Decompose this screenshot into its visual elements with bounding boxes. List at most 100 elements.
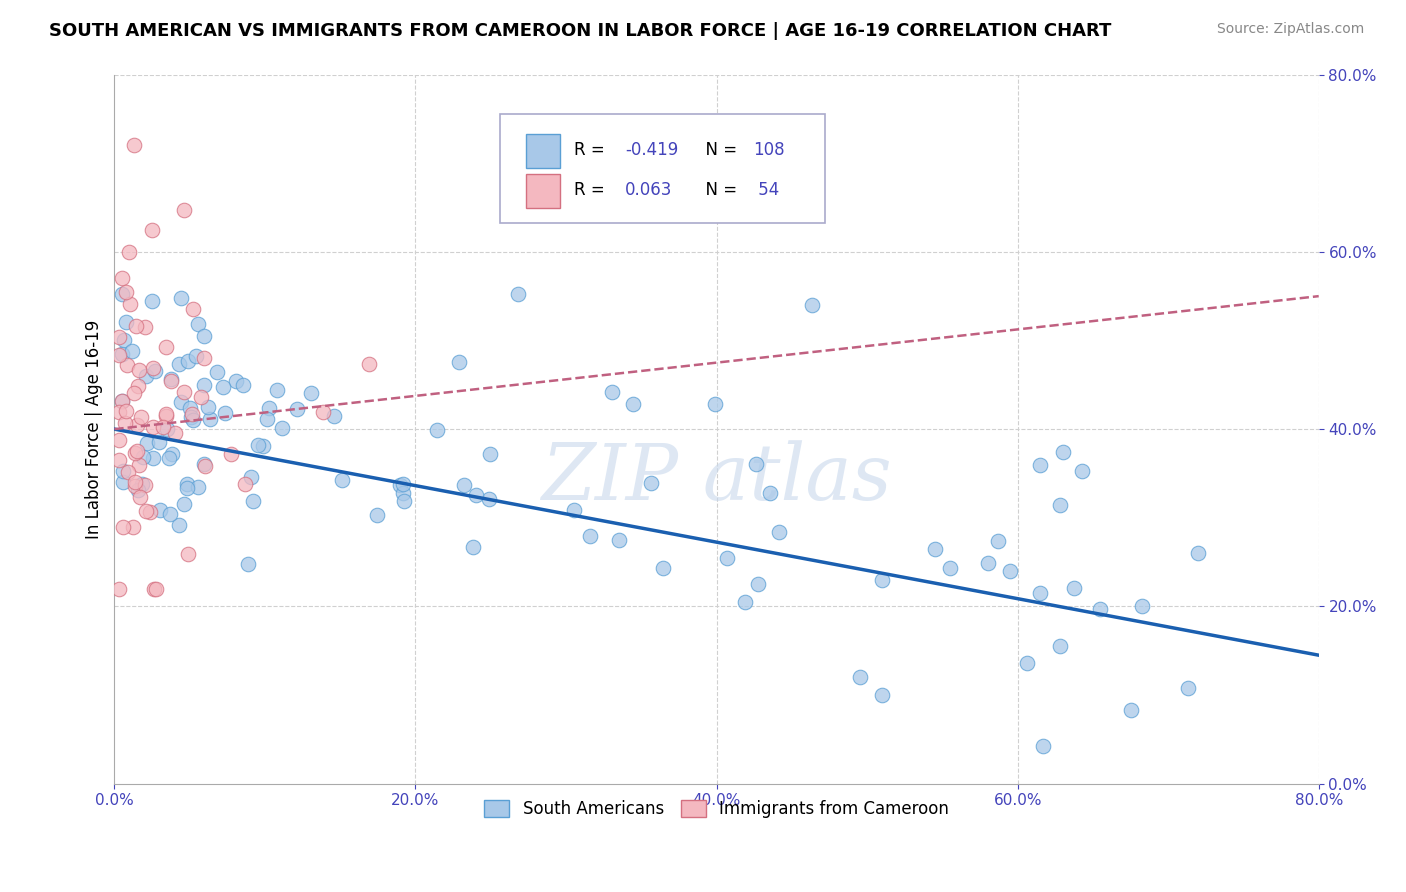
Point [111,287,134,301]
Point [987,534,1010,549]
FancyBboxPatch shape [499,113,825,224]
Point [129,409,152,424]
Point [155,409,177,423]
Point [1177,681,1199,695]
Point [242,493,264,508]
Text: Source: ZipAtlas.com: Source: ZipAtlas.com [1216,22,1364,37]
Point [1017,657,1039,671]
Point [155,407,177,421]
Text: R =: R = [575,142,610,160]
Point [159,372,181,386]
Text: 108: 108 [752,142,785,160]
Point [759,486,782,500]
Point [747,577,769,591]
Text: 0.063: 0.063 [626,181,672,199]
Point [848,670,870,684]
Point [194,458,217,473]
Point [112,475,135,489]
Point [108,433,131,447]
Point [108,405,131,419]
Point [176,481,198,495]
Point [118,296,141,310]
Text: N =: N = [695,142,742,160]
Point [167,517,190,532]
Point [621,397,644,411]
Point [124,445,146,459]
Point [256,412,278,426]
Point [801,298,824,312]
Point [108,452,131,467]
Point [111,393,134,408]
Point [1000,564,1022,578]
Point [651,561,673,575]
Point [170,291,193,305]
Point [115,358,138,372]
Point [183,301,205,316]
Point [704,397,727,411]
Point [187,317,209,331]
Point [939,560,962,574]
Point [193,378,215,392]
Point [478,491,501,506]
Point [266,383,288,397]
Point [270,421,292,435]
Point [447,355,470,369]
Point [141,222,163,236]
Point [155,340,177,354]
Point [193,351,215,365]
Point [135,435,157,450]
Point [1029,458,1052,473]
Point [236,558,259,572]
Point [125,319,148,334]
Point [977,557,1000,571]
Point [125,444,148,458]
Point [211,380,233,394]
Point [197,401,219,415]
Text: N =: N = [695,181,742,199]
Point [108,582,131,596]
Text: R =: R = [575,181,610,199]
Point [1052,445,1074,459]
Point [124,475,146,489]
Point [1032,739,1054,753]
Point [187,479,209,493]
Point [198,411,221,425]
Point [193,329,215,343]
Point [1121,703,1143,717]
Point [149,502,172,516]
Point [111,464,134,478]
Point [870,688,893,702]
Point [173,203,195,218]
Point [159,374,181,388]
Point [112,333,135,347]
Point [716,550,738,565]
Legend: South Americans, Immigrants from Cameroon: South Americans, Immigrants from Cameroo… [478,794,956,825]
Point [145,582,167,596]
Point [111,347,134,361]
Point [128,363,150,377]
Point [506,287,529,301]
Point [322,409,344,423]
Point [478,447,501,461]
Point [359,357,381,371]
Point [219,447,242,461]
Point [177,547,200,561]
Point [114,416,136,430]
Point [299,386,322,401]
Point [167,357,190,371]
Point [177,354,200,368]
Point [1130,599,1153,613]
Point [225,374,247,388]
Point [142,451,165,466]
Point [156,422,179,436]
Point [124,479,146,493]
Point [1090,602,1112,616]
Point [924,541,946,556]
Point [180,409,202,424]
Point [160,447,183,461]
Point [139,505,162,519]
Point [252,439,274,453]
Point [152,419,174,434]
Point [157,451,180,466]
Point [240,469,263,483]
